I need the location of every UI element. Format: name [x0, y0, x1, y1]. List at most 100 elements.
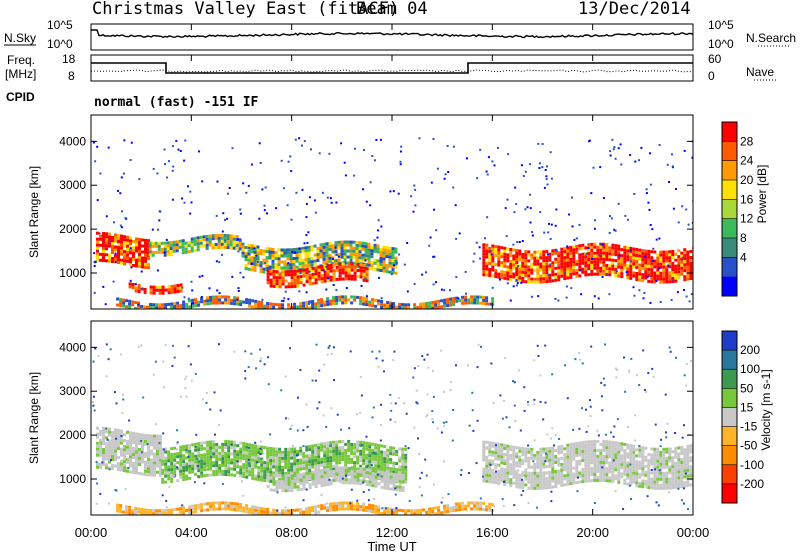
power-cell	[319, 246, 323, 250]
power-scatter-cell	[187, 297, 190, 300]
velocity-cell	[197, 457, 201, 461]
power-scatter-cell	[518, 241, 521, 243]
power-cell	[461, 295, 465, 299]
power-cell	[313, 259, 317, 263]
power-cell	[235, 244, 239, 248]
power-cell	[123, 241, 126, 245]
power-cell	[320, 304, 324, 308]
velocity-scatter-cell	[311, 379, 314, 382]
power-cell	[566, 246, 570, 250]
power-cell	[323, 279, 327, 283]
velocity-cell	[389, 478, 393, 482]
velocity-cell	[506, 468, 510, 472]
velocity-cell	[296, 459, 300, 462]
power-scatter-cell	[633, 294, 636, 297]
velocity-cell	[569, 443, 573, 447]
power-cell	[202, 238, 206, 242]
velocity-cell	[156, 446, 159, 450]
velocity-cell	[569, 482, 573, 486]
velocity-cell	[380, 485, 384, 489]
power-scatter-cell	[166, 176, 169, 179]
velocity-cell	[293, 462, 297, 466]
power-cell	[608, 270, 612, 274]
power-scatter-cell	[172, 165, 175, 168]
velocity-scatter-cell	[667, 482, 670, 484]
power-cell	[208, 240, 212, 244]
power-cell	[137, 284, 141, 287]
velocity-cell	[599, 457, 603, 461]
velocity-cell	[488, 462, 492, 466]
power-cell	[329, 266, 333, 270]
power-scatter-cell	[395, 261, 398, 264]
power-cell	[229, 234, 233, 238]
power-cell	[265, 262, 269, 266]
power-scatter-cell	[612, 148, 615, 151]
power-cell	[152, 285, 156, 289]
velocity-cell	[284, 512, 288, 515]
power-cell	[545, 256, 549, 260]
power-scatter-cell	[436, 167, 439, 170]
velocity-cell	[491, 453, 495, 457]
power-cell	[220, 239, 224, 243]
power-cell	[132, 249, 135, 252]
velocity-cell	[380, 456, 384, 460]
velocity-cell	[389, 458, 393, 462]
power-cell	[536, 277, 540, 281]
velocity-cell	[365, 462, 369, 466]
velocity-cell	[338, 455, 342, 459]
velocity-cell	[209, 473, 213, 477]
velocity-cell	[111, 449, 114, 453]
power-scatter-cell	[94, 160, 97, 163]
velocity-cell	[161, 456, 165, 460]
power-cell	[470, 295, 474, 299]
velocity-cell	[150, 434, 153, 438]
power-cell	[635, 257, 639, 260]
power-cell	[332, 302, 336, 306]
velocity-cell	[635, 469, 639, 473]
power-scatter-cell	[264, 186, 267, 189]
velocity-cell	[515, 461, 519, 465]
velocity-cell	[278, 450, 282, 454]
velocity-cell	[314, 443, 318, 447]
power-scatter-cell	[328, 152, 331, 155]
velocity-cell	[290, 471, 294, 475]
power-cell	[129, 260, 132, 264]
velocity-cell	[611, 449, 615, 453]
power-scatter-cell	[499, 278, 501, 281]
power-cell	[530, 262, 534, 266]
power-cell	[331, 259, 335, 263]
power-scatter-cell	[376, 236, 379, 239]
power-scatter-cell	[164, 163, 166, 166]
velocity-cell	[512, 448, 516, 452]
power-cell	[503, 264, 507, 268]
velocity-cell	[341, 455, 345, 458]
velocity-scatter-cell	[261, 459, 264, 462]
power-cell	[251, 305, 255, 309]
velocity-cell	[332, 440, 336, 444]
power-scatter-cell	[307, 302, 310, 305]
power-scatter-cell	[157, 228, 159, 231]
velocity-scatter-cell	[682, 487, 685, 490]
power-cell	[367, 242, 371, 246]
velocity-cell	[647, 453, 651, 457]
power-cell	[256, 248, 260, 252]
velocity-cell	[257, 451, 261, 455]
power-cell	[623, 251, 627, 255]
power-cell	[563, 277, 567, 281]
velocity-cell	[374, 475, 378, 479]
power-cell	[635, 278, 639, 281]
velocity-cell	[500, 452, 504, 456]
velocity-cell	[302, 481, 306, 485]
power-cell	[464, 301, 468, 305]
power-cell	[569, 269, 573, 273]
velocity-cell	[215, 507, 219, 511]
velocity-cell	[132, 447, 135, 450]
velocity-cell	[662, 462, 666, 466]
velocity-cell	[281, 489, 285, 493]
velocity-cell	[254, 456, 258, 460]
power-cell	[217, 236, 221, 240]
velocity-cell	[347, 439, 351, 443]
power-cell	[533, 277, 537, 281]
power-scatter-cell	[632, 286, 635, 289]
power-cell	[599, 257, 603, 261]
